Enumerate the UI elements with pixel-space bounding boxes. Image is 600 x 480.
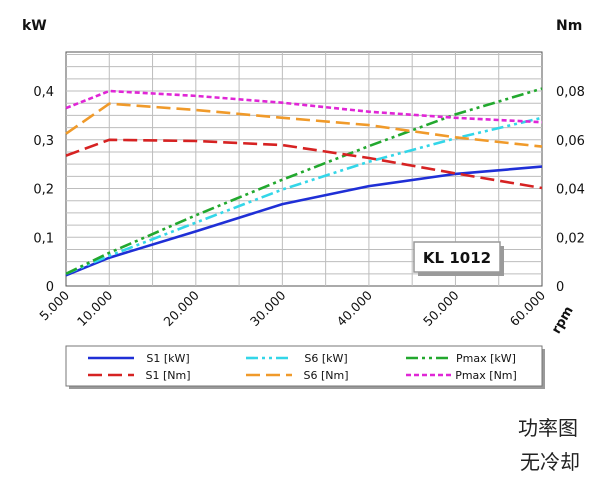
series-line-pmax-nm xyxy=(65,89,543,124)
x-tick-label: 30.000 xyxy=(247,287,289,329)
y-left-tick-label: 0 xyxy=(46,280,54,295)
y-left-tick-label: 0,2 xyxy=(33,183,54,198)
y-right-tick-label: 0,02 xyxy=(556,231,585,246)
model-badge-shadow xyxy=(500,246,504,276)
x-tick-label: 10.000 xyxy=(74,287,116,329)
x-tick-label: 60.000 xyxy=(507,287,549,329)
y-right-tick-label: 0,04 xyxy=(556,183,585,198)
legend-entry: Pmax [Nm] xyxy=(455,369,517,382)
legend-entry: S1 [Nm] xyxy=(145,369,190,382)
y-left-unit-label: kW xyxy=(22,18,47,34)
x-tick-label: 40.000 xyxy=(333,287,375,329)
series-line-pmax-kw xyxy=(65,87,543,275)
legend-entry: Pmax [kW] xyxy=(456,352,516,365)
x-tick-label: 50.000 xyxy=(420,287,462,329)
model-badge-label: KL 1012 xyxy=(423,249,491,267)
legend-entry: S6 [Nm] xyxy=(303,369,348,382)
x-tick-label: 20.000 xyxy=(160,287,202,329)
series-line-s1-kw xyxy=(65,165,543,277)
x-tick-label: 5.000 xyxy=(36,287,72,323)
caption-line-1: 功率图 xyxy=(518,416,578,440)
y-right-tick-label: 0,06 xyxy=(556,134,585,149)
caption-line-2: 无冷却 xyxy=(520,450,580,474)
series-line-s1-nm xyxy=(65,138,543,190)
series-line-s6-kw xyxy=(65,116,543,276)
x-unit-label: rpm xyxy=(549,304,577,337)
y-left-tick-label: 0,4 xyxy=(33,85,54,100)
model-badge-shadow xyxy=(418,272,504,276)
y-left-tick-label: 0,1 xyxy=(33,231,54,246)
legend-entry: S1 [kW] xyxy=(146,352,189,365)
y-right-unit-label: Nm xyxy=(556,18,583,34)
legend-entry: S6 [kW] xyxy=(304,352,347,365)
y-right-tick-label: 0,08 xyxy=(556,85,585,100)
series-line-s6-nm xyxy=(65,102,543,148)
legend xyxy=(65,345,543,387)
y-left-tick-label: 0,3 xyxy=(33,134,54,149)
y-right-tick-label: 0 xyxy=(556,280,564,295)
